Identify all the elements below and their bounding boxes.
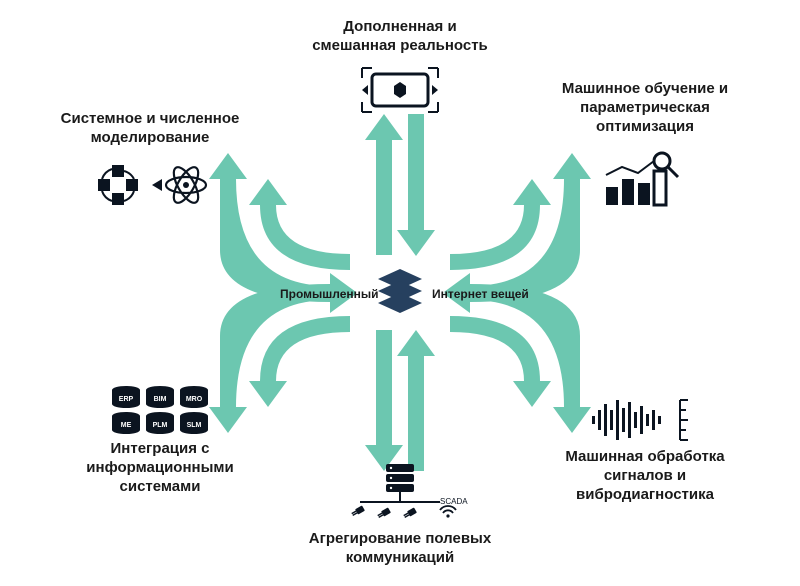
center-label-right: Интернет вещей: [432, 287, 529, 301]
label-signal: Машинная обработкасигналов ивибродиагнос…: [540, 448, 750, 504]
svg-text:SLM: SLM: [187, 422, 202, 429]
label-scada: Агрегирование полевыхкоммуникаций: [290, 530, 510, 568]
svg-text:ME: ME: [121, 422, 132, 429]
signal-icon: [592, 400, 688, 440]
center-layers-icon: [378, 269, 422, 313]
svg-text:MRO: MRO: [186, 396, 203, 403]
label-erp: Интеграция синформационнымисистемами: [60, 440, 260, 496]
svg-text:BIM: BIM: [154, 396, 167, 403]
svg-text:PLM: PLM: [153, 422, 168, 429]
erp-icon: ERP BIM MRO ME PLM SLM: [112, 386, 208, 434]
center-label-left: Промышленный: [280, 287, 370, 301]
ar-icon: [362, 68, 438, 112]
label-ml: Машинное обучение ипараметрическаяоптими…: [540, 80, 750, 136]
ml-chart-icon: [606, 153, 678, 205]
label-modeling: Системное и численноемоделирование: [40, 110, 260, 148]
label-ar: Дополненная исмешанная реальность: [290, 18, 510, 56]
svg-text:ERP: ERP: [119, 396, 134, 403]
scada-tag-text: SCADA: [440, 497, 468, 506]
arrow-bottom-pair: [365, 330, 435, 471]
modeling-icon: [98, 164, 206, 207]
scada-icon: SCADA: [351, 464, 469, 519]
